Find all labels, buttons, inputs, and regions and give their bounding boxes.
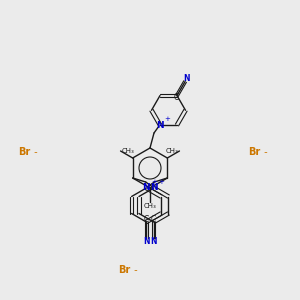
Text: N: N — [150, 184, 158, 193]
Text: N: N — [184, 74, 190, 83]
Text: N: N — [156, 121, 164, 130]
Text: CH₃: CH₃ — [165, 148, 178, 154]
Text: Br: Br — [118, 265, 130, 275]
Text: -: - — [131, 265, 138, 275]
Text: C: C — [151, 215, 156, 224]
Text: Br: Br — [18, 147, 30, 157]
Text: C: C — [173, 93, 178, 102]
Text: +: + — [151, 179, 157, 185]
Text: +: + — [164, 116, 170, 122]
Text: +: + — [158, 179, 164, 185]
Text: Br: Br — [248, 147, 260, 157]
Text: CH₃: CH₃ — [122, 148, 135, 154]
Text: -: - — [31, 147, 38, 157]
Text: -: - — [261, 147, 268, 157]
Text: N: N — [142, 184, 150, 193]
Text: C: C — [144, 215, 149, 224]
Text: CH₃: CH₃ — [144, 203, 156, 209]
Text: N: N — [150, 237, 157, 246]
Text: N: N — [143, 237, 150, 246]
